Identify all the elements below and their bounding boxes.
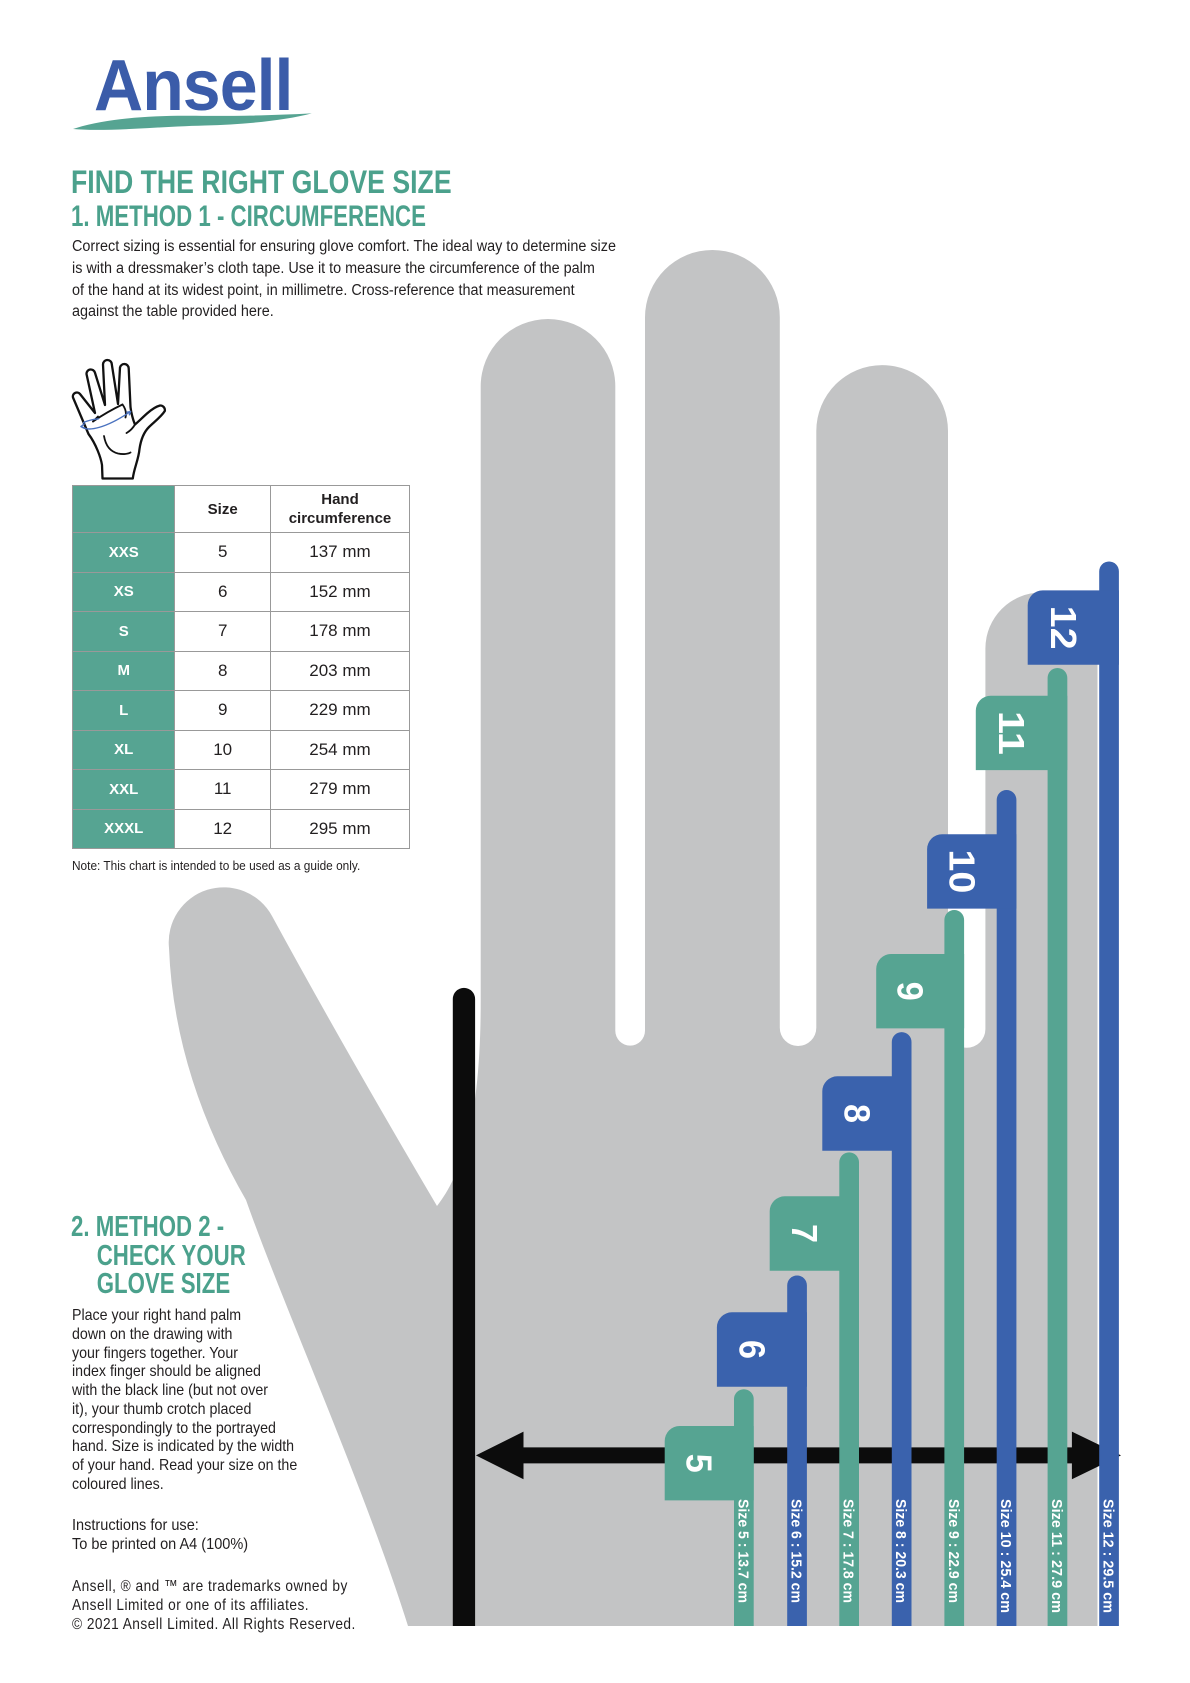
svg-text:Size 12 : 29.5 cm: Size 12 : 29.5 cm	[1100, 1499, 1117, 1613]
svg-text:8: 8	[836, 1104, 877, 1123]
svg-text:5: 5	[679, 1454, 720, 1473]
svg-text:7: 7	[784, 1224, 825, 1243]
svg-text:Size 10 : 25.4 cm: Size 10 : 25.4 cm	[997, 1499, 1014, 1613]
svg-text:10: 10	[941, 849, 982, 893]
svg-text:Size 6 : 15.2 cm: Size 6 : 15.2 cm	[788, 1499, 805, 1603]
svg-text:Size 5 : 13.7 cm: Size 5 : 13.7 cm	[734, 1499, 751, 1603]
svg-text:11: 11	[991, 711, 1032, 755]
svg-text:9: 9	[890, 982, 931, 1001]
svg-text:12: 12	[1043, 606, 1084, 650]
svg-text:Size 7 : 17.8 cm: Size 7 : 17.8 cm	[840, 1499, 857, 1603]
svg-text:Size 11 : 27.9 cm: Size 11 : 27.9 cm	[1048, 1499, 1065, 1613]
svg-text:Size 8 : 20.3 cm: Size 8 : 20.3 cm	[892, 1499, 909, 1603]
svg-text:6: 6	[731, 1340, 772, 1359]
svg-text:Size 9 : 22.9 cm: Size 9 : 22.9 cm	[945, 1499, 962, 1603]
